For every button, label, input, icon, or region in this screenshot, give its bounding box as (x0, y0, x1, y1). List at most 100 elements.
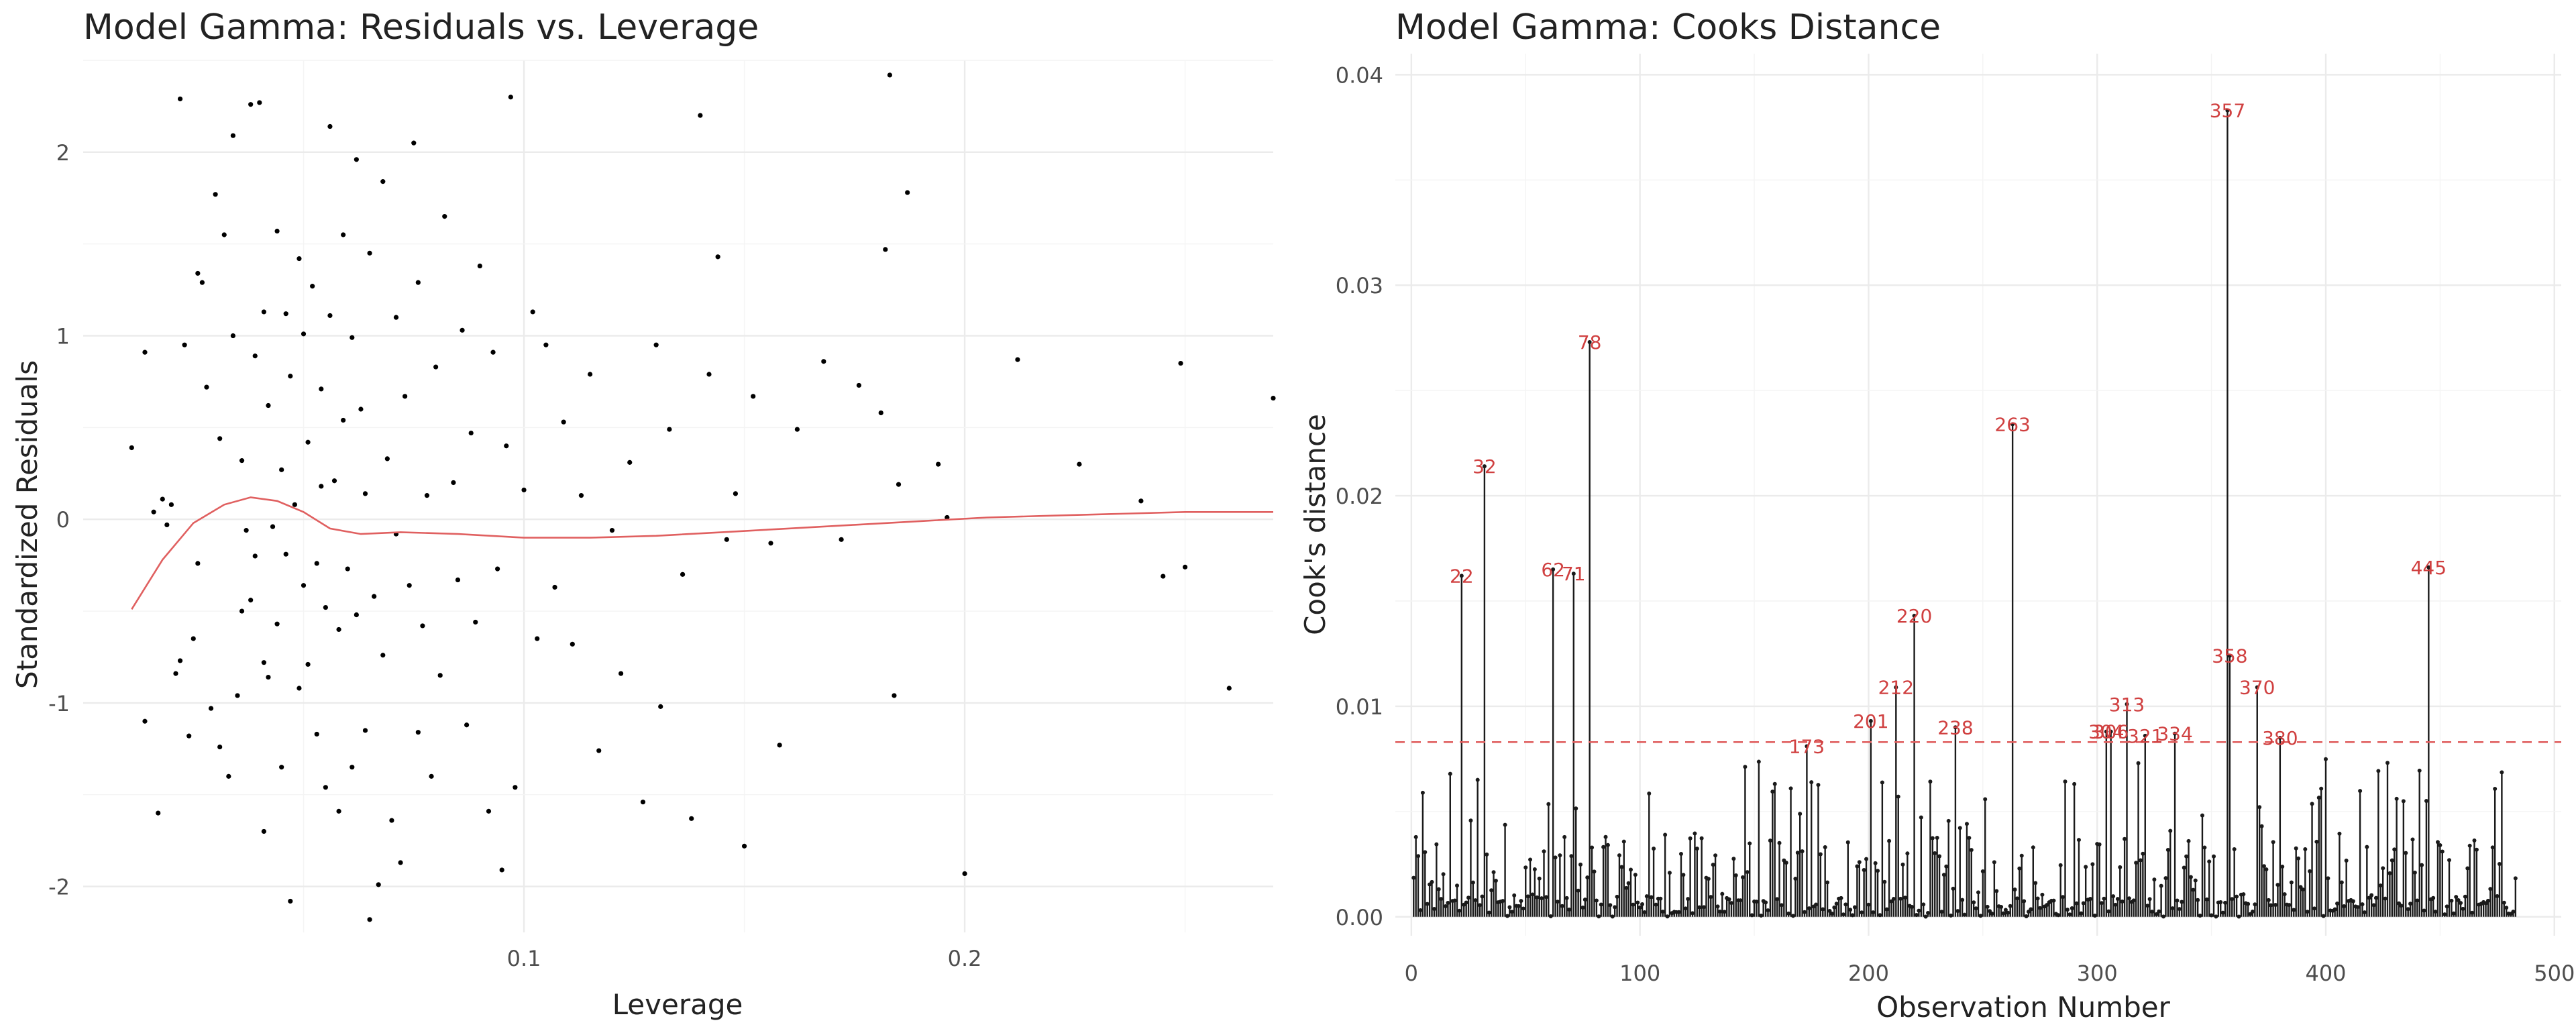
residual-point (741, 843, 747, 849)
cooks-point (2084, 865, 2088, 869)
cooks-point (1434, 842, 1439, 847)
cooks-point (1436, 887, 1441, 891)
cooks-point (2426, 565, 2431, 569)
cooks-point (1420, 790, 1425, 795)
cooks-point (2255, 685, 2259, 690)
cooks-point (2184, 854, 2189, 859)
residual-point (561, 419, 566, 425)
cooks-point (1832, 905, 1837, 910)
right-x-tick-label: 400 (2305, 961, 2346, 986)
cooks-point (1919, 815, 1923, 820)
cooks-point (1939, 910, 1944, 914)
cooks-point (1928, 779, 1933, 784)
cooks-point (1814, 902, 1819, 907)
residual-point (415, 280, 421, 285)
cooks-point (1727, 897, 1731, 902)
residual-point (129, 445, 134, 451)
residual-point (208, 706, 214, 711)
cooks-point (1829, 911, 1834, 916)
cooks-point (1587, 339, 1592, 344)
residual-point (323, 604, 328, 610)
residual-point (473, 619, 478, 625)
cooks-point (1523, 865, 1528, 870)
cooks-point (1566, 908, 1571, 912)
cooks-point (1507, 905, 1512, 910)
residual-point (653, 342, 659, 347)
residual-point (451, 480, 456, 486)
cooks-point (2339, 880, 2344, 885)
residual-point (279, 765, 284, 770)
cooks-point (2513, 876, 2518, 881)
residual-point (226, 773, 231, 779)
residual-point (380, 179, 386, 184)
cooks-point (2316, 796, 2321, 800)
cooks-point (1930, 836, 1935, 840)
residual-point (341, 232, 346, 237)
cooks-point (2070, 906, 2074, 910)
residual-point (305, 661, 311, 667)
residual-point (331, 478, 337, 484)
cooks-point (1473, 898, 1478, 903)
cooks-point (2502, 900, 2506, 905)
cooks-point (1953, 725, 1957, 730)
residual-point (464, 722, 470, 728)
residual-point (350, 765, 355, 770)
cooks-point (1553, 855, 1558, 860)
residual-point (195, 561, 201, 566)
left-chart-title: Model Gamma: Residuals vs. Leverage (83, 7, 759, 48)
residual-point (794, 427, 800, 432)
residual-points (129, 72, 1276, 922)
cooks-point (2100, 901, 2104, 906)
cooks-point (1631, 902, 1635, 907)
residual-point (354, 612, 359, 618)
cooks-point (2022, 899, 2027, 904)
cooks-point (2220, 910, 2225, 915)
residual-point (327, 313, 333, 319)
cooks-point (2141, 851, 2145, 856)
cooks-point (1644, 894, 1649, 899)
cooks-point (1795, 851, 1800, 855)
cooks-point (2367, 895, 2371, 900)
cooks-point (2033, 881, 2038, 885)
cooks-point (1443, 904, 1448, 908)
cooks-point (2420, 863, 2424, 867)
influential-label: 238 (1937, 716, 1973, 739)
residual-point (905, 190, 910, 195)
cooks-point (1439, 897, 1444, 902)
cooks-point (1521, 906, 1525, 911)
cooks-point (2435, 840, 2440, 845)
cooks-point (1957, 826, 1962, 830)
residual-point (455, 577, 461, 583)
cooks-point (2250, 910, 2255, 914)
right-tick-labels: 0 100 200 300 400 500 0.00 0.01 0.02 0.03 0.04 (1336, 62, 2575, 986)
cooks-point (1887, 838, 1892, 843)
cooks-point (2106, 909, 2111, 914)
cooks-point (1964, 822, 1969, 826)
cooks-point (2385, 761, 2390, 765)
cooks-point (1868, 718, 1873, 723)
residual-point (257, 100, 262, 105)
right-x-tick-label: 0 (1405, 961, 1418, 986)
cooks-point (2186, 838, 2191, 843)
residual-point (362, 491, 368, 496)
cooks-point (1766, 908, 1770, 913)
cooks-point (2451, 911, 2456, 916)
residual-point (1015, 357, 1020, 362)
residual-point (168, 502, 174, 507)
cooks-point (1898, 896, 1903, 901)
cooks-point (2264, 867, 2269, 872)
cooks-point (1505, 914, 1509, 918)
cooks-point (2394, 796, 2399, 801)
residual-point (1182, 564, 1188, 569)
cooks-point (2136, 761, 2141, 765)
cooks-point (1788, 786, 1793, 791)
residual-point (239, 458, 245, 464)
cooks-point (2218, 900, 2223, 905)
cooks-point (1638, 905, 1642, 910)
cooks-point (2003, 908, 2008, 912)
cooks-point (1592, 869, 1597, 874)
residual-point (751, 394, 756, 399)
cooks-point (1430, 879, 1434, 884)
